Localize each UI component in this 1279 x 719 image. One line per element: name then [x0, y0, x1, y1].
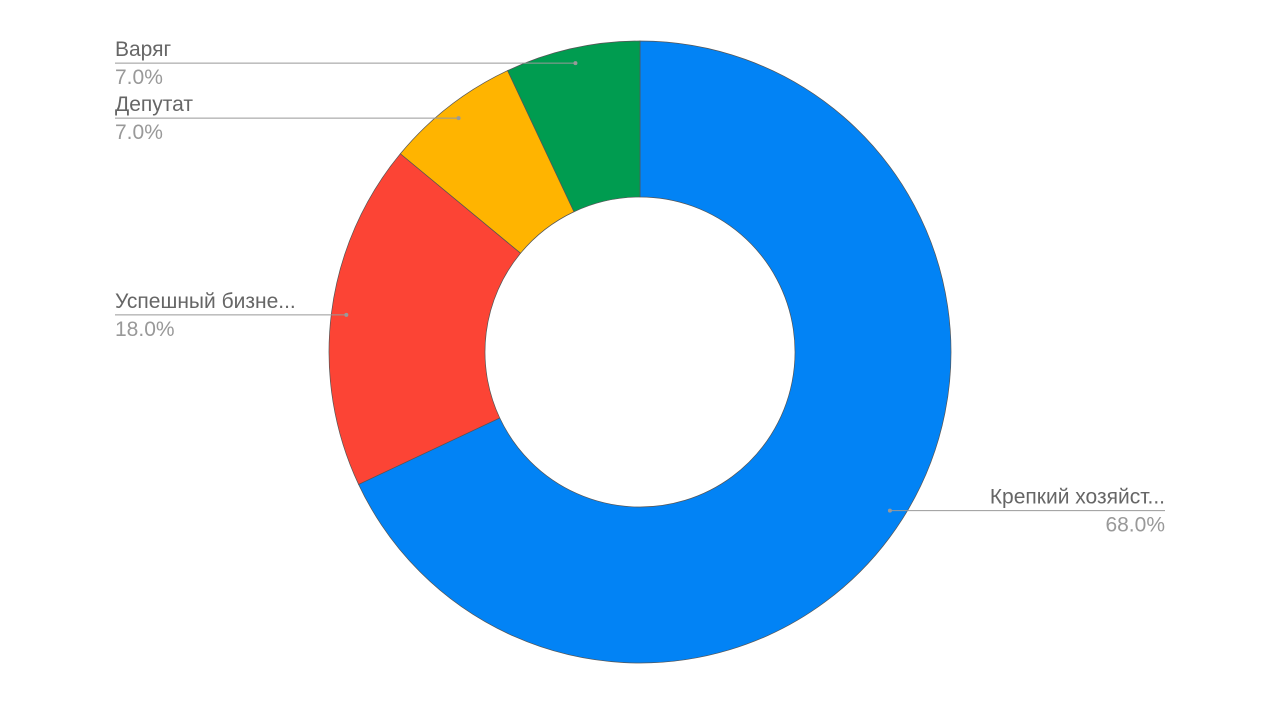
slice-label: Депутат [115, 93, 193, 116]
leader-dot [344, 312, 349, 317]
slice-label: Крепкий хозяйст... [990, 486, 1165, 509]
slice-value-label: 7.0% [115, 66, 163, 89]
donut-slice [507, 40, 641, 213]
slice-value-label: 7.0% [115, 121, 163, 144]
slice-value-label: 18.0% [115, 318, 175, 341]
slice-value-label: 68.0% [1105, 514, 1165, 537]
leader-dot [456, 116, 461, 121]
leader-dot [887, 508, 892, 513]
leader-dot [573, 61, 578, 66]
donut-slice [328, 153, 522, 485]
slice-label: Варяг [115, 38, 172, 61]
donut-slice [358, 40, 952, 664]
slice-label: Успешный бизне... [115, 290, 296, 313]
